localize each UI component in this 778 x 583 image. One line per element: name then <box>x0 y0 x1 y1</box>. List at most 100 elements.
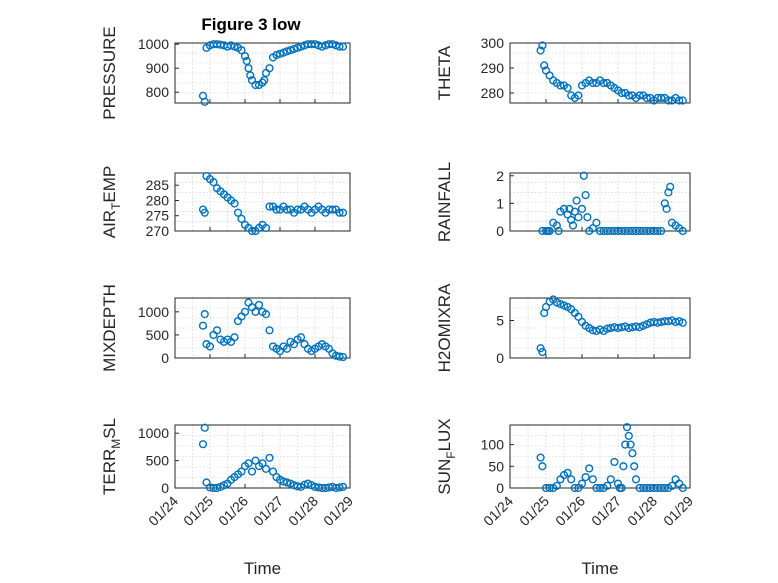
data-point <box>574 213 583 222</box>
data-point <box>622 423 632 432</box>
data-point <box>574 91 583 100</box>
data-point <box>286 46 295 55</box>
data-point <box>310 40 320 49</box>
subplot-theta: 280 290 300 THETA <box>435 35 691 105</box>
data-point <box>570 207 579 216</box>
y-axis-label-theta: THETA <box>435 45 454 100</box>
data-point <box>554 226 563 236</box>
data-point <box>282 478 292 487</box>
data-point <box>653 226 662 236</box>
data-point <box>606 475 615 484</box>
data-point <box>300 340 309 349</box>
y-tick-label: 275 <box>146 208 170 224</box>
data-point <box>230 333 239 342</box>
data-point <box>536 46 545 55</box>
data-point <box>335 208 344 217</box>
y-tick-label: 800 <box>146 84 170 100</box>
data-point <box>265 64 274 73</box>
axes-box <box>174 42 351 104</box>
data-point <box>545 226 554 236</box>
x-tick-label: 01/29 <box>660 493 696 529</box>
y-tick-label: 5 <box>496 313 504 329</box>
data-point <box>237 46 246 55</box>
data-point <box>230 199 239 208</box>
data-point <box>200 208 209 217</box>
data-point <box>293 205 302 214</box>
y-tick-label: 0 <box>161 350 169 366</box>
data-point <box>567 215 576 225</box>
data-point <box>666 182 675 191</box>
data-point <box>209 178 218 187</box>
data-point <box>335 42 344 51</box>
data-point <box>570 483 579 493</box>
data-point <box>599 78 608 88</box>
data-point <box>247 226 257 236</box>
y-tick-label: 285 <box>146 177 170 193</box>
series-terr-msl <box>198 423 348 493</box>
data-point <box>226 41 236 50</box>
data-point <box>242 56 251 66</box>
x-tick-label: 01/28 <box>285 493 321 529</box>
data-point <box>592 218 601 227</box>
data-point <box>296 333 306 342</box>
series-rainfall <box>538 171 687 236</box>
data-point <box>237 312 246 321</box>
data-point <box>678 96 687 105</box>
data-point <box>272 50 281 60</box>
data-point <box>588 78 597 88</box>
data-point <box>619 462 628 471</box>
series-sun-flux <box>536 423 687 493</box>
subplot-pressure: 800 900 1000 PRESSURE <box>100 26 351 120</box>
data-point <box>244 459 253 468</box>
data-point <box>247 303 257 312</box>
x-tick-label: 01/27 <box>250 493 286 529</box>
data-point <box>338 482 348 492</box>
data-point <box>230 42 239 51</box>
data-point <box>559 204 569 214</box>
axes-box <box>509 42 691 104</box>
data-point <box>678 226 687 236</box>
y-axis-label-pressure: PRESSURE <box>100 26 119 120</box>
x-tick-label: 01/26 <box>552 493 588 529</box>
data-point <box>282 344 292 353</box>
data-point <box>577 479 587 488</box>
data-point <box>657 93 666 103</box>
data-point <box>272 205 281 214</box>
data-point <box>260 76 269 85</box>
y-tick-label: 300 <box>481 35 505 51</box>
axes-box <box>509 297 691 359</box>
grid-terr-msl <box>174 425 351 488</box>
data-point <box>282 47 292 56</box>
y-tick-label: 0 <box>496 223 504 239</box>
y-tick-label: 280 <box>481 85 505 101</box>
data-point <box>200 97 209 106</box>
data-point <box>603 481 612 490</box>
data-point <box>240 52 250 61</box>
data-point <box>678 483 687 493</box>
axes-box <box>174 424 351 489</box>
data-point <box>585 464 594 473</box>
y-tick-label: 280 <box>146 192 170 208</box>
x-tick-label: 01/29 <box>320 493 356 529</box>
data-point <box>246 71 255 80</box>
data-point <box>212 483 222 493</box>
data-point <box>563 83 572 93</box>
y-axis-label-air-temp: AIRTEMP <box>100 166 123 239</box>
data-point <box>338 42 348 51</box>
data-point <box>642 93 651 103</box>
data-point <box>556 81 565 90</box>
y-axis-label-h2omixra: H2OMIXRA <box>435 283 454 372</box>
y-tick-label: 900 <box>146 60 170 76</box>
data-point <box>254 300 264 310</box>
data-point <box>610 457 619 467</box>
data-point <box>617 483 626 493</box>
data-point <box>275 49 285 58</box>
data-point <box>630 462 639 471</box>
data-point <box>335 352 344 361</box>
x-tick-label: 01/25 <box>180 493 216 529</box>
data-point <box>261 223 271 233</box>
data-point <box>335 483 344 492</box>
data-point <box>545 483 554 493</box>
data-point <box>581 473 590 482</box>
